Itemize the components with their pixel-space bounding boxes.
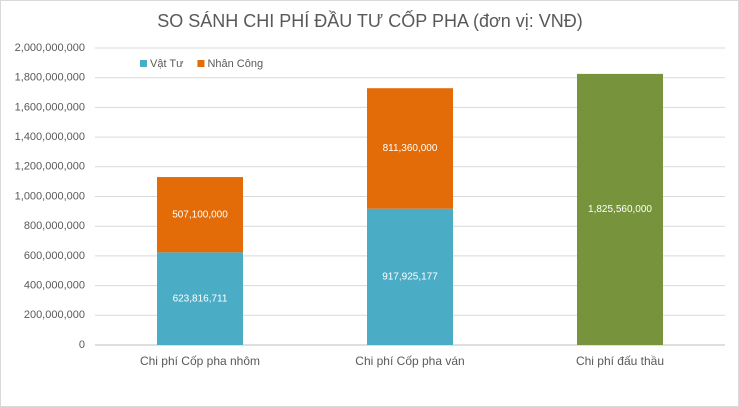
y-tick-label: 2,000,000,000 <box>15 42 85 54</box>
data-label: 1,825,560,000 <box>588 204 652 215</box>
y-tick-label: 1,000,000,000 <box>15 190 85 202</box>
y-tick-label: 1,200,000,000 <box>15 161 85 173</box>
x-tick-label: Chi phí Cốp pha ván <box>355 354 464 368</box>
bar-segment <box>157 252 243 345</box>
legend-label: Nhân Công <box>207 58 263 70</box>
data-label: 507,100,000 <box>172 209 228 220</box>
chart-title: SO SÁNH CHI PHÍ ĐẦU TƯ CỐP PHA (đơn vị: … <box>157 10 583 31</box>
x-tick-label: Chi phí đấu thầu <box>576 354 664 368</box>
legend-swatch <box>140 60 147 67</box>
legend-label: Vật Tư <box>150 58 184 70</box>
data-label: 623,816,711 <box>173 293 228 304</box>
y-tick-label: 200,000,000 <box>24 309 85 321</box>
y-tick-label: 1,800,000,000 <box>15 72 85 84</box>
x-tick-label: Chi phí Cốp pha nhôm <box>140 354 260 368</box>
data-label: 917,925,177 <box>382 271 438 282</box>
y-tick-label: 1,400,000,000 <box>15 131 85 143</box>
legend-swatch <box>197 60 205 67</box>
y-tick-label: 0 <box>79 339 85 351</box>
data-label: 811,360,000 <box>383 143 438 154</box>
bar-segment <box>577 73 663 345</box>
bar-segment <box>157 177 243 253</box>
y-tick-label: 600,000,000 <box>24 250 85 262</box>
bar-segment <box>367 88 453 209</box>
y-tick-label: 400,000,000 <box>24 280 85 292</box>
bar-segment <box>367 208 453 345</box>
y-tick-label: 800,000,000 <box>24 220 85 232</box>
y-tick-label: 1,600,000,000 <box>15 101 85 113</box>
